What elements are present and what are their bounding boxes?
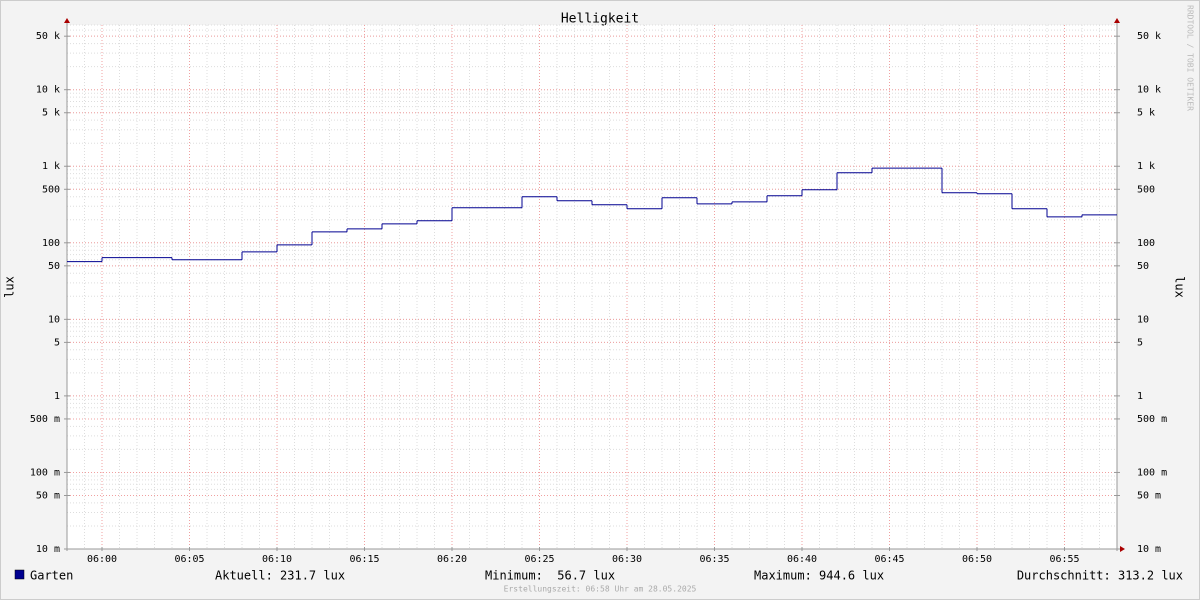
y-tick-label: 500 <box>42 184 60 195</box>
y2-tick-label: 10 <box>1137 314 1149 325</box>
grid <box>64 18 1125 552</box>
y2-tick-label: 100 m <box>1137 467 1167 478</box>
axis-arrow <box>1120 546 1125 552</box>
x-tick-label: 06:10 <box>262 554 292 565</box>
x-tick-label: 06:40 <box>787 554 817 565</box>
axis-arrow <box>1114 18 1120 23</box>
y2-tick-label: 50 m <box>1137 490 1161 501</box>
y-tick-label: 500 m <box>30 414 60 425</box>
y2-tick-label: 10 m <box>1137 544 1161 555</box>
x-tick-label: 06:30 <box>612 554 642 565</box>
y2-tick-label: 10 k <box>1137 85 1161 96</box>
chart-title: Helligkeit <box>561 12 639 27</box>
y-tick-label: 100 m <box>30 467 60 478</box>
y-tick-label: 10 k <box>36 85 60 96</box>
y-tick-label: 100 <box>42 238 60 249</box>
x-tick-label: 06:50 <box>962 554 992 565</box>
y2-tick-label: 500 m <box>1137 414 1167 425</box>
y-axis-label: lux <box>3 276 17 298</box>
legend-stat: Minimum: 56.7 lux <box>485 569 615 583</box>
y2-tick-label: 100 <box>1137 238 1155 249</box>
x-tick-label: 06:45 <box>874 554 904 565</box>
x-tick-label: 06:05 <box>174 554 204 565</box>
y2-tick-label: 1 <box>1137 391 1143 402</box>
plot <box>67 167 1117 263</box>
y2-tick-label: 50 <box>1137 261 1149 272</box>
footer: Erstellungszeit: 06:58 Uhr am 28.05.2025 <box>504 585 697 594</box>
y-tick-label: 50 <box>48 261 60 272</box>
y2-tick-label: 5 k <box>1137 108 1155 119</box>
x-tick-label: 06:15 <box>349 554 379 565</box>
y-tick-label: 1 <box>54 391 60 402</box>
x-tick-label: 06:00 <box>87 554 117 565</box>
axis-arrow <box>64 18 70 23</box>
x-tick-label: 06:55 <box>1049 554 1079 565</box>
y2-tick-label: 50 k <box>1137 31 1161 42</box>
x-tick-label: 06:20 <box>437 554 467 565</box>
y-tick-label: 1 k <box>42 161 60 172</box>
y-tick-label: 50 k <box>36 31 60 42</box>
y2-tick-label: 5 <box>1137 337 1143 348</box>
x-tick-label: 06:25 <box>524 554 554 565</box>
y-tick-label: 5 k <box>42 108 60 119</box>
legend-stat: Aktuell: 231.7 lux <box>215 569 345 583</box>
legend-label: Garten <box>30 569 73 583</box>
y-tick-label: 10 m <box>36 544 60 555</box>
y-tick-label: 5 <box>54 337 60 348</box>
legend-stat: Maximum: 944.6 lux <box>754 569 884 583</box>
x-tick-label: 06:35 <box>699 554 729 565</box>
y-tick-label: 50 m <box>36 490 60 501</box>
y2-axis-label: lux <box>1173 276 1187 298</box>
watermark: RRDTOOL / TOBI OETIKER <box>1186 5 1195 111</box>
y2-tick-label: 500 <box>1137 184 1155 195</box>
legend-stat: Durchschnitt: 313.2 lux <box>1017 569 1183 583</box>
y2-tick-label: 1 k <box>1137 161 1155 172</box>
legend-swatch <box>14 569 25 580</box>
y-tick-label: 10 <box>48 314 60 325</box>
